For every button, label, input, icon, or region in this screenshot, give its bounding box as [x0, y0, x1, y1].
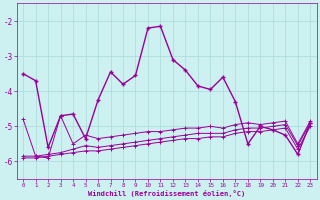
X-axis label: Windchill (Refroidissement éolien,°C): Windchill (Refroidissement éolien,°C) [88, 190, 245, 197]
